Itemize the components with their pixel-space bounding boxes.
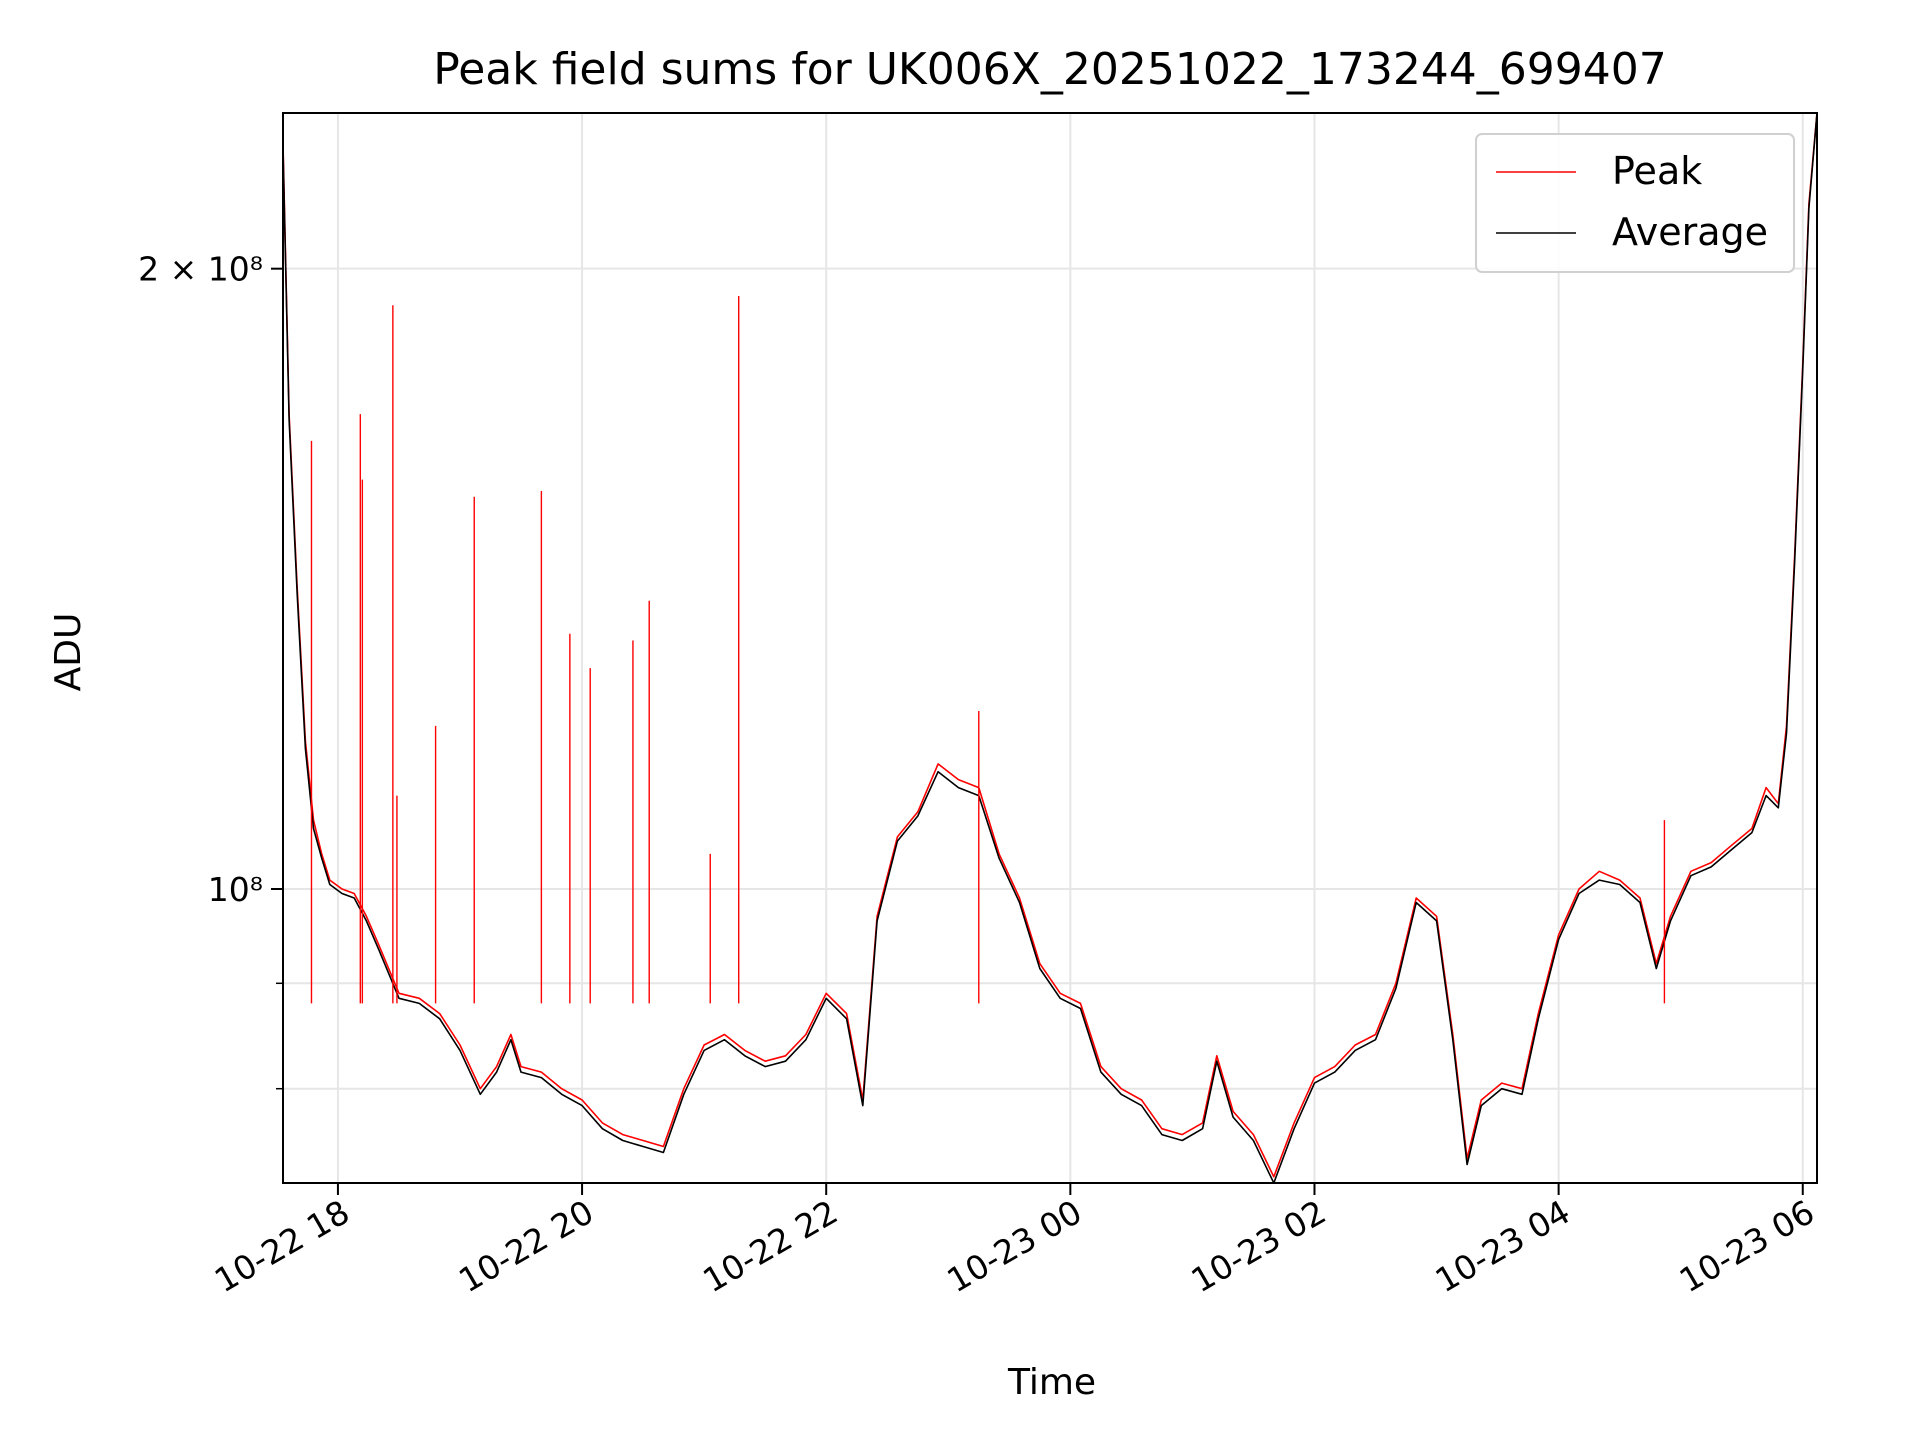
series-line-average xyxy=(283,113,1817,1183)
legend-box xyxy=(1475,133,1795,273)
y-tick-label: 2 × 10⁸ xyxy=(138,250,263,289)
legend-label-peak: Peak xyxy=(1612,149,1702,193)
y-tick-label: 10⁸ xyxy=(208,870,263,909)
y-axis-label: ADU xyxy=(48,613,89,692)
series-line-peak xyxy=(283,113,1817,1178)
series-lines xyxy=(283,113,1817,1183)
chart-title: Peak field sums for UK006X_20251022_1732… xyxy=(433,44,1667,95)
legend: Peak Average xyxy=(1475,133,1795,273)
plot-frame xyxy=(282,112,1818,1184)
x-axis-label: Time xyxy=(1007,1362,1096,1403)
legend-label-average: Average xyxy=(1612,210,1768,254)
